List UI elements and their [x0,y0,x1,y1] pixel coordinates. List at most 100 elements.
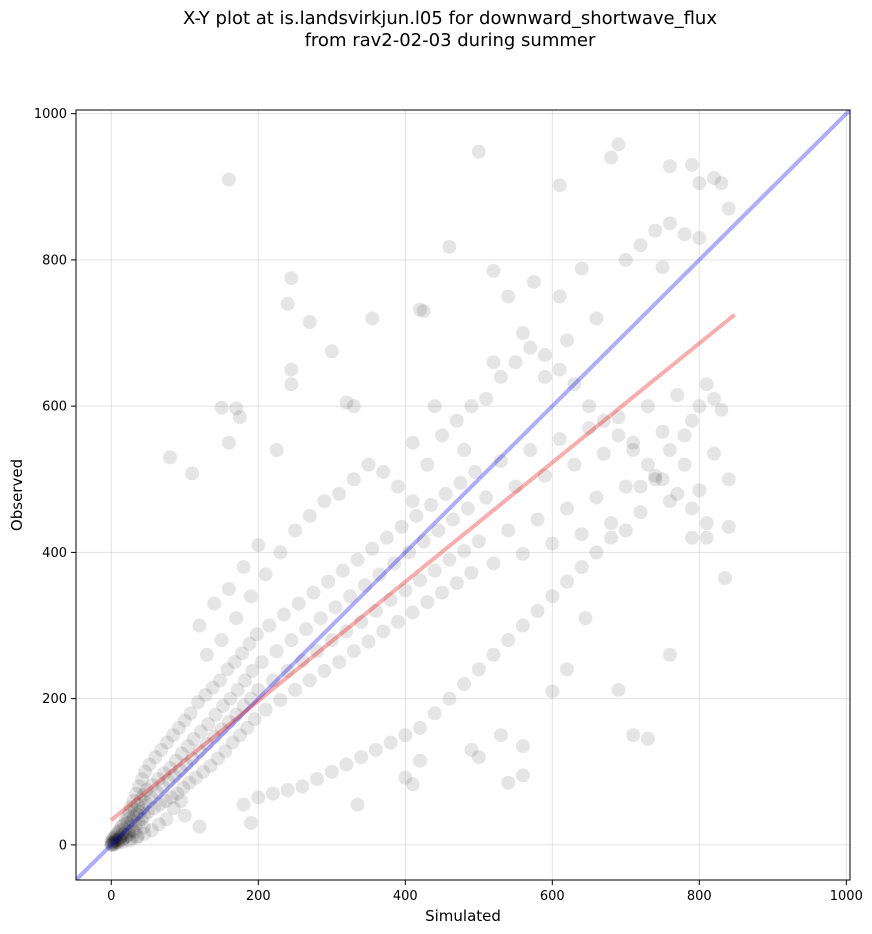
scatter-point [313,611,328,626]
scatter-point [431,523,446,538]
scatter-point [129,786,144,801]
scatter-point [692,176,707,191]
scatter-point [130,807,145,822]
scatter-point [633,505,648,520]
scatter-point [154,742,169,757]
scatter-point [238,673,253,688]
scatter-point [214,722,229,737]
scatter-point [111,824,126,839]
scatter-point [589,311,604,326]
scatter-point [123,818,138,833]
scatter-point [137,826,152,841]
scatter-point [118,821,133,836]
scatter-point [160,735,175,750]
scatter-point [155,779,170,794]
scatter-point [230,682,245,697]
scatter-point [427,706,442,721]
scatter-point [221,715,236,730]
scatter-point [372,567,387,582]
scatter-point [453,475,468,490]
scatter-point [236,797,251,812]
scatter-point [350,552,365,567]
scatter-point [611,410,626,425]
scatter-point [273,693,288,708]
scatter-point [718,570,733,585]
scatter-point [699,516,714,531]
scatter-point [457,677,472,692]
scatter-point [192,744,207,759]
scatter-point [171,720,186,735]
scatter-point [247,712,262,727]
scatter-point [221,435,236,450]
scatter-point [232,728,247,743]
scatter-point [236,698,251,713]
scatter-point [442,691,457,706]
scatter-point [357,578,372,593]
scatter-point [655,260,670,275]
scatter-point [139,783,154,798]
scatter-point [574,261,589,276]
scatter-point [245,663,260,678]
scatter-point [192,618,207,633]
scatter-point [295,779,310,794]
scatter-point [232,410,247,425]
scatter-point [633,238,648,253]
scatter-point [205,680,220,695]
scatter-point [640,457,655,472]
scatter-point [578,611,593,626]
scatter-point [134,812,149,827]
scatter-point [449,413,464,428]
scatter-point [251,790,266,805]
scatter-point [137,808,152,823]
scatter-point [699,530,714,545]
scatter-point [198,687,213,702]
scatter-point [545,589,560,604]
scatter-point [537,347,552,362]
scatter-point [479,490,494,505]
scatter-point [346,472,361,487]
scatter-point [280,296,295,311]
scatter-point [105,834,120,849]
scatter-point [213,673,228,688]
scatter-point [141,804,156,819]
scatter-point [438,486,453,501]
scatter-point [618,523,633,538]
scatter-point [486,263,501,278]
fit-line [110,313,736,822]
scatter-point [251,538,266,553]
scatter-point [284,377,299,392]
scatter-point [196,764,211,779]
x-axis-label: Simulated [425,907,501,925]
scatter-point [183,706,198,721]
scatter-point [714,402,729,417]
scatter-point [114,819,129,834]
scatter-point [552,178,567,193]
x-tick-label: 0 [107,889,115,904]
scatter-point [662,216,677,231]
scatter-point [560,574,575,589]
scatter-point [299,622,314,637]
scatter-point [662,159,677,174]
y-tick-label: 800 [42,253,67,268]
scatter-point [113,823,128,838]
scatter-point [324,344,339,359]
scatter-point [324,633,339,648]
scatter-point [108,829,123,844]
scatter-point [310,772,325,787]
scatter-point [185,751,200,766]
scatter-point [537,468,552,483]
scatter-point [143,790,158,805]
scatter-point [721,519,736,534]
y-axis-ticks: 0 200 400 600 800 1000 [34,107,76,853]
scatter-point [249,627,264,642]
data-points [104,137,736,852]
scatter-point [508,355,523,370]
scatter-point [240,720,255,735]
scatter-point [640,731,655,746]
scatter-point [117,826,132,841]
scatter-point [251,682,266,697]
scatter-point [468,464,483,479]
scatter-point [684,413,699,428]
scatter-point [124,813,139,828]
y-tick-label: 200 [42,692,67,707]
